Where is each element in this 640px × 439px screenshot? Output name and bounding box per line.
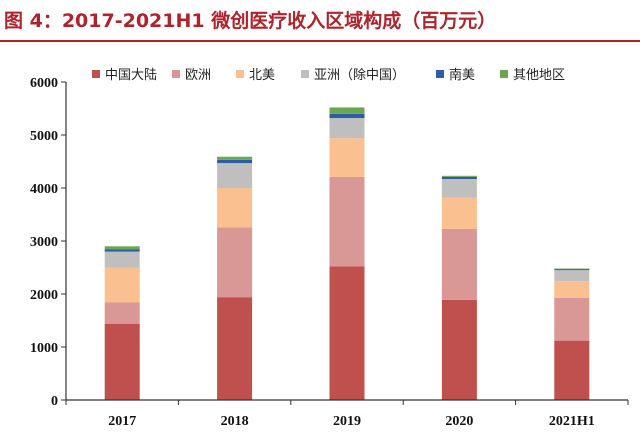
y-tick-label-5: 5000: [30, 129, 58, 144]
bar-segment-2017-5: [104, 246, 140, 250]
stacked-bar-chart: 中国大陆 欧洲 北美 亚洲（除中国） 南美 其他地区 0 1000 2000 3000 4000 5…: [30, 67, 629, 429]
legend-label-4: 南美: [449, 67, 475, 83]
bar-segment-2020-2: [441, 197, 477, 229]
bar-segment-2019-2: [329, 138, 365, 177]
bar-segment-2020-1: [441, 228, 477, 300]
chart-legend: 中国大陆 欧洲 北美 亚洲（除中国） 南美 其他地区: [92, 67, 565, 83]
legend-swatch-2: [236, 70, 244, 78]
bar-segment-2017-3: [104, 251, 140, 268]
bar-segment-2020-0: [441, 299, 477, 400]
title-underline: [0, 40, 640, 42]
bar-segment-2019-0: [329, 266, 365, 400]
bar-segment-2019-4: [329, 113, 365, 119]
legend-label-1: 欧洲: [185, 68, 211, 83]
y-tick-label-2: 2000: [30, 288, 58, 303]
bar-segment-2018-5: [217, 156, 253, 160]
legend-label-0: 中国大陆: [105, 67, 157, 83]
bar-segment-2018-2: [217, 188, 253, 228]
y-tick-label-6: 6000: [30, 76, 58, 91]
bar-segment-2019-5: [329, 107, 365, 114]
bar-segment-2018-3: [217, 163, 253, 188]
bar-segment-2021H1-3: [554, 270, 590, 282]
figure-title: 图 4：2017-2021H1 微创医疗收入区域构成（百万元）: [4, 10, 497, 32]
bar-segment-2021H1-4: [554, 269, 590, 271]
bar-segment-2021H1-1: [554, 297, 590, 341]
x-tick-label-4: 2021H1: [549, 414, 595, 429]
bar-segment-2020-3: [441, 178, 477, 198]
chart-axes: 0 1000 2000 3000 4000 5000 6000 2017 2018 2019 202…: [30, 76, 629, 429]
bar-segment-2020-4: [441, 176, 477, 179]
bar-segment-2021H1-0: [554, 340, 590, 400]
x-tick-label-0: 2017: [108, 414, 136, 429]
bar-segment-2019-3: [329, 118, 365, 139]
legend-swatch-0: [92, 70, 100, 78]
legend-swatch-5: [500, 70, 508, 78]
bar-segment-2017-2: [104, 267, 140, 303]
y-tick-label-4: 4000: [30, 182, 58, 197]
figure-title-bar: 图 4：2017-2021H1 微创医疗收入区域构成（百万元）: [0, 0, 640, 42]
bar-segment-2018-1: [217, 227, 253, 298]
bar-segment-2017-0: [104, 323, 140, 400]
legend-swatch-4: [436, 70, 444, 78]
legend-swatch-1: [172, 70, 180, 78]
legend-label-3: 亚洲（除中国）: [314, 68, 405, 83]
x-tick-label-2: 2019: [333, 414, 361, 429]
legend-swatch-3: [301, 70, 309, 78]
bar-segment-2018-4: [217, 159, 253, 164]
legend-label-2: 北美: [249, 68, 275, 83]
legend-label-5: 其他地区: [513, 68, 565, 83]
bar-segment-2019-1: [329, 176, 365, 267]
y-tick-label-1: 1000: [30, 341, 58, 356]
y-tick-label-3: 3000: [30, 235, 58, 250]
bar-segment-2017-1: [104, 302, 140, 324]
bar-segment-2017-4: [104, 249, 140, 252]
x-tick-label-1: 2018: [221, 414, 249, 429]
x-tick-label-3: 2020: [445, 414, 473, 429]
y-tick-label-0: 0: [51, 394, 58, 409]
bar-segment-2021H1-2: [554, 281, 590, 298]
bar-stacks: [104, 107, 590, 400]
bar-segment-2018-0: [217, 297, 253, 400]
bar-segment-2021H1-5: [554, 268, 590, 270]
bar-segment-2020-5: [441, 175, 477, 177]
